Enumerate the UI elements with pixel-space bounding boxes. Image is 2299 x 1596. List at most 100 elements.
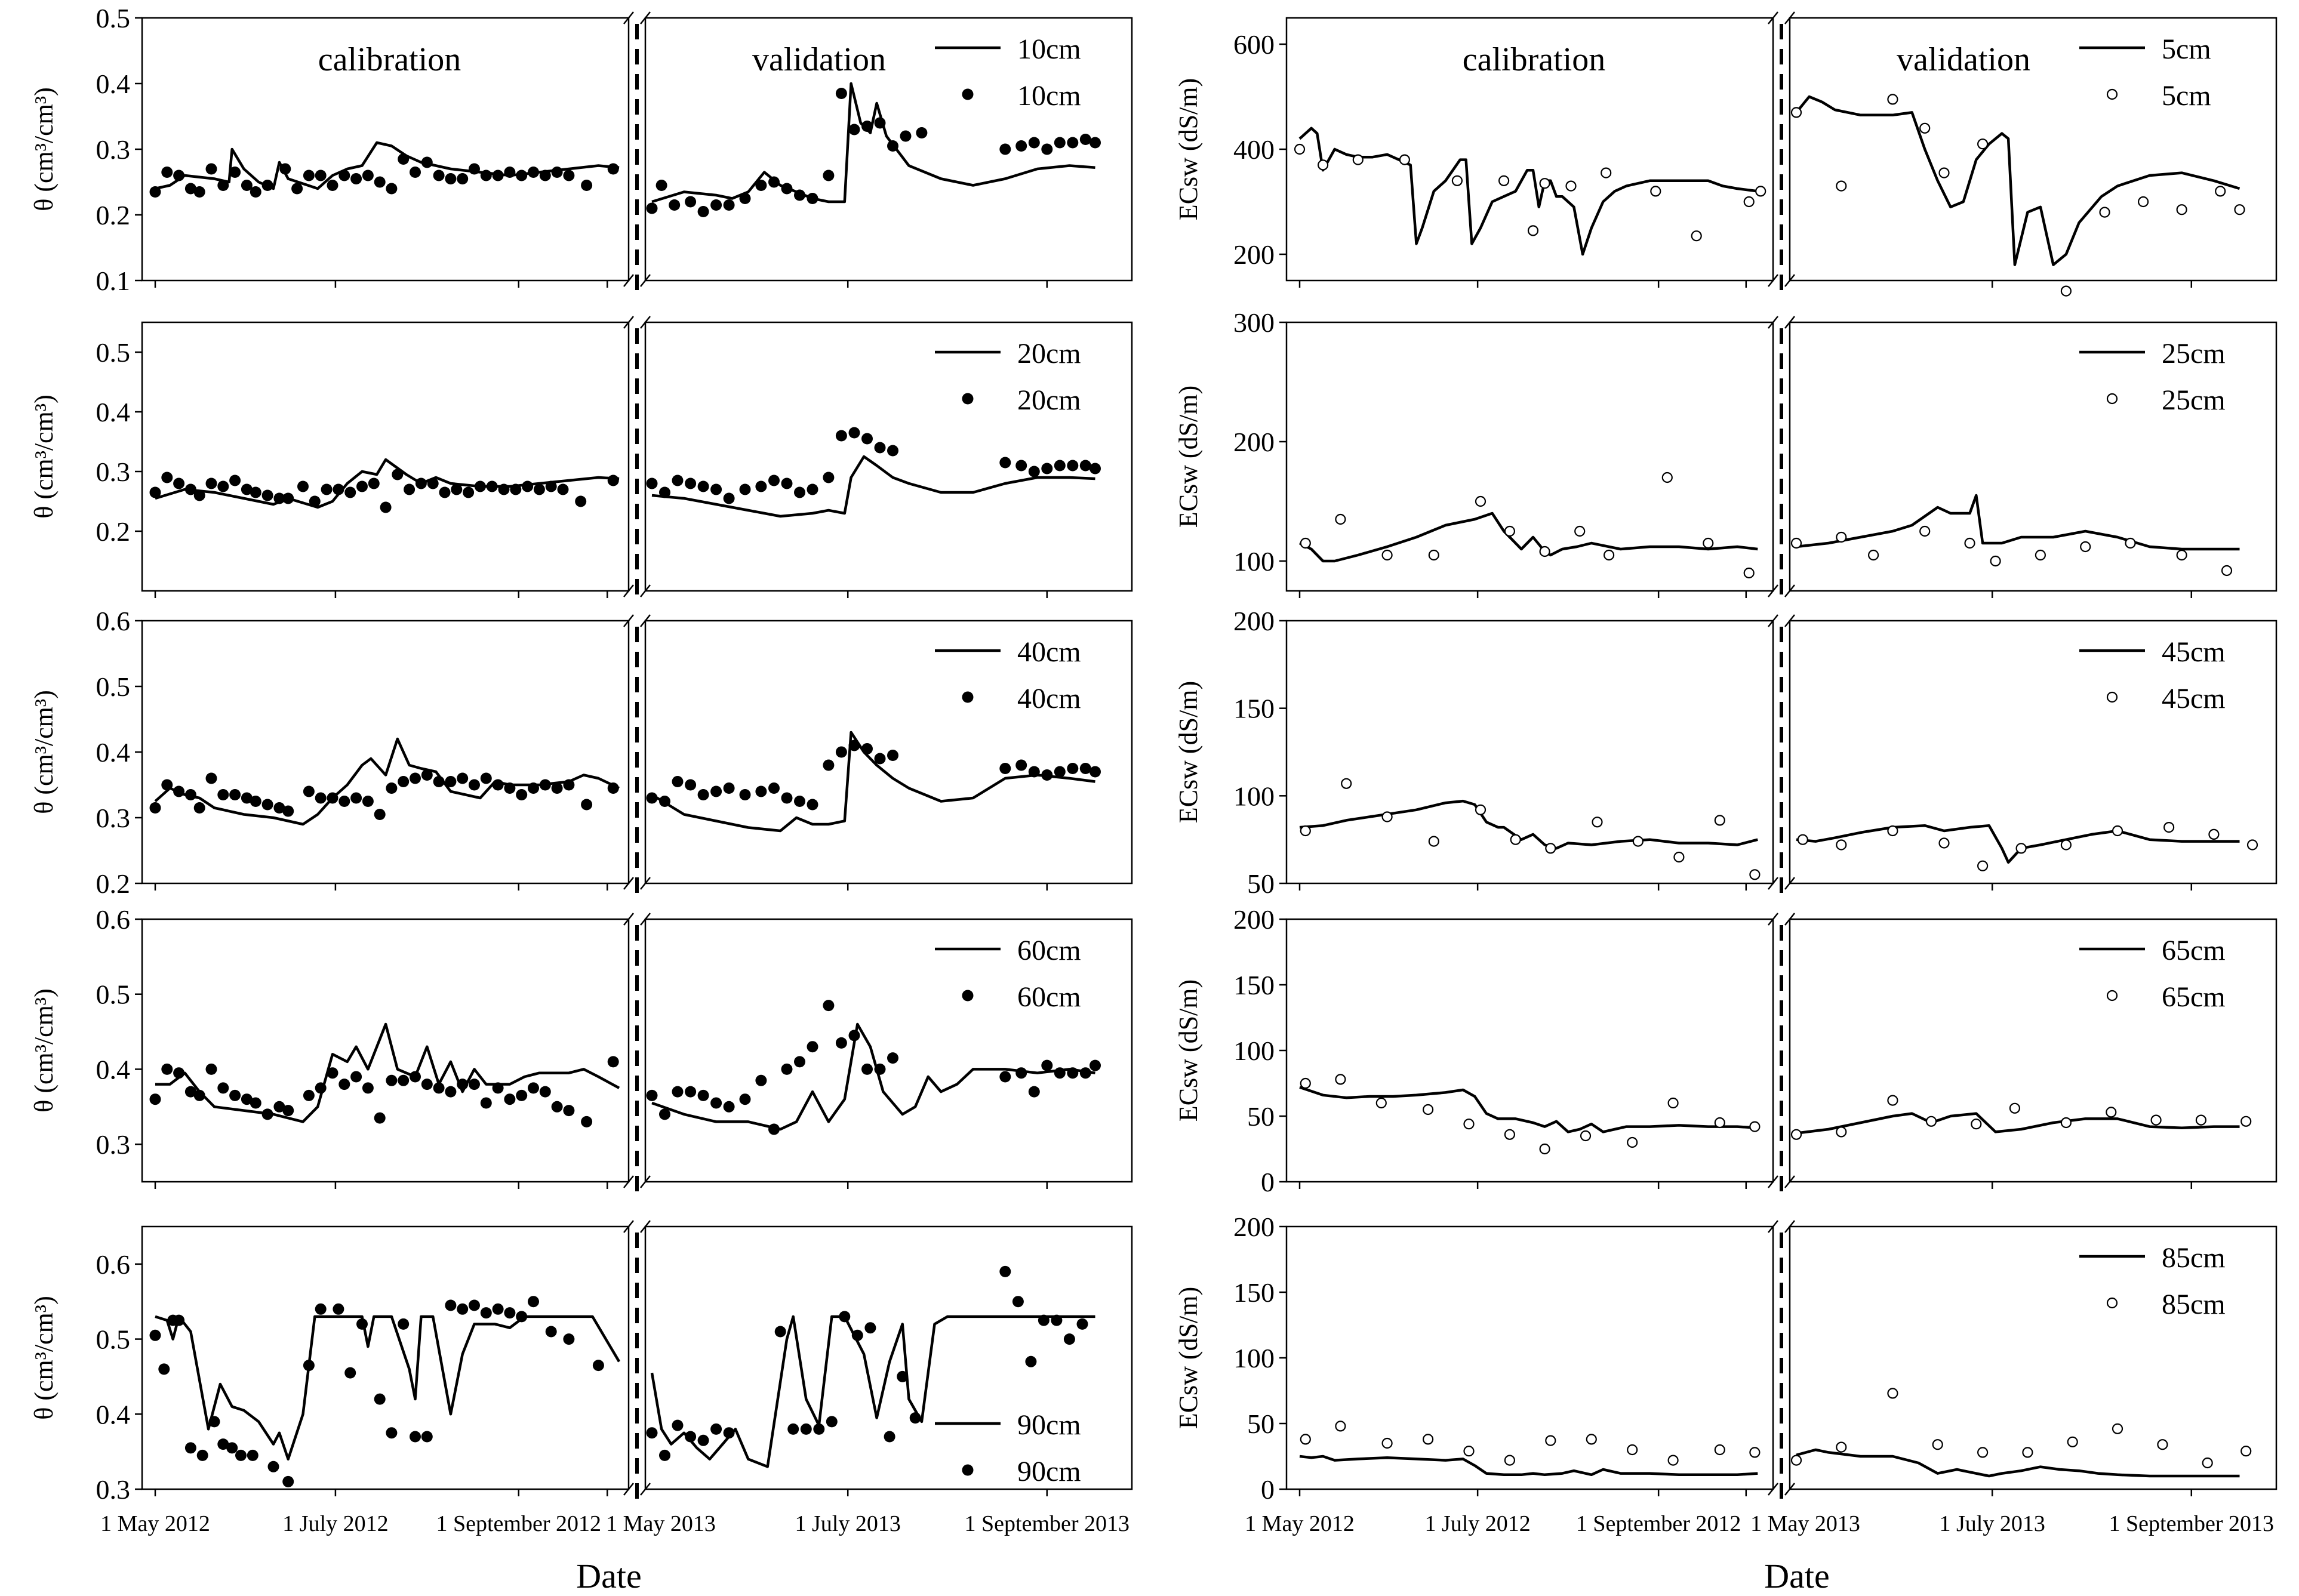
observed-point-validation bbox=[697, 206, 709, 217]
observed-point-validation bbox=[1067, 1067, 1079, 1079]
observed-point-calibration bbox=[229, 1089, 241, 1101]
x-tick-label: 1 May 2013 bbox=[606, 1511, 716, 1536]
observed-point-calibration bbox=[362, 170, 374, 181]
legend-simulated-label: 90cm bbox=[1017, 1409, 1081, 1441]
observed-point-calibration bbox=[498, 483, 510, 495]
x-tick-label: 1 September 2012 bbox=[436, 1511, 602, 1536]
observed-point-calibration bbox=[1565, 180, 1577, 192]
observed-point-validation bbox=[1938, 837, 1950, 849]
observed-point-validation bbox=[813, 1423, 825, 1435]
observed-point-validation bbox=[2112, 1423, 2123, 1434]
plot-frame-validation bbox=[1789, 17, 2278, 282]
observed-point-calibration bbox=[445, 173, 457, 184]
observed-point-calibration bbox=[480, 170, 492, 181]
observed-point-validation bbox=[755, 180, 767, 191]
observed-point-calibration bbox=[205, 1063, 217, 1075]
plot-frame-validation bbox=[644, 321, 1133, 592]
observed-point-calibration bbox=[362, 796, 374, 807]
y-tick-label: 600 bbox=[1233, 29, 1275, 60]
observed-point-calibration bbox=[374, 1393, 386, 1405]
axis-break-mark bbox=[640, 913, 651, 926]
observed-point-validation bbox=[835, 430, 847, 442]
axis-break-mark bbox=[1784, 11, 1795, 24]
observed-point-calibration bbox=[1714, 1444, 1725, 1456]
observed-point-validation bbox=[900, 130, 912, 142]
observed-point-validation bbox=[999, 457, 1011, 469]
observed-point-calibration bbox=[510, 483, 522, 495]
chart-panel-ec-5cm: 200 400 600 ECsw (dS/m) calibration validatio… bbox=[1174, 11, 2278, 297]
observed-point-validation bbox=[826, 1416, 838, 1428]
observed-point-calibration bbox=[149, 186, 161, 198]
observed-point-calibration bbox=[1527, 225, 1539, 236]
observed-point-validation bbox=[1028, 1086, 1040, 1098]
observed-point-validation bbox=[1790, 107, 1802, 118]
simulated-line-validation bbox=[1796, 824, 2240, 864]
axis-break-mark bbox=[623, 877, 634, 890]
observed-point-validation bbox=[874, 1063, 886, 1075]
observed-point-calibration bbox=[1399, 154, 1410, 165]
observed-point-calibration bbox=[250, 796, 261, 807]
observed-point-calibration bbox=[398, 153, 410, 165]
observed-point-calibration bbox=[247, 1449, 258, 1461]
observed-point-calibration bbox=[522, 480, 534, 492]
observed-point-validation bbox=[781, 183, 793, 195]
y-axis-label: θ (cm³/cm³) bbox=[29, 988, 59, 1113]
observed-point-validation bbox=[2202, 1457, 2213, 1469]
observed-point-validation bbox=[897, 1370, 909, 1382]
simulated-line-validation bbox=[651, 82, 1095, 204]
observed-point-calibration bbox=[1539, 178, 1550, 189]
observed-point-calibration bbox=[161, 779, 173, 791]
observed-point-calibration bbox=[282, 1105, 294, 1117]
y-tick-label: 200 bbox=[1233, 606, 1275, 636]
observed-point-validation bbox=[1015, 1067, 1027, 1079]
observed-point-validation bbox=[781, 792, 793, 804]
observed-point-calibration bbox=[563, 1333, 575, 1345]
observed-point-calibration bbox=[607, 782, 619, 794]
legend-point-swatch bbox=[962, 1464, 974, 1476]
observed-point-validation bbox=[1836, 1126, 1847, 1138]
observed-point-calibration bbox=[539, 1086, 551, 1098]
observed-point-calibration bbox=[463, 486, 475, 498]
observed-point-validation bbox=[1938, 167, 1950, 178]
axis-break-mark bbox=[1784, 1483, 1795, 1496]
observed-point-calibration bbox=[279, 163, 291, 175]
observed-point-validation bbox=[685, 1086, 697, 1098]
observed-point-validation bbox=[1090, 463, 1101, 475]
observed-point-calibration bbox=[1601, 167, 1612, 178]
observed-point-calibration bbox=[229, 167, 241, 178]
observed-point-validation bbox=[2060, 1117, 2072, 1129]
observed-point-calibration bbox=[315, 170, 327, 181]
axis-break-mark bbox=[1768, 1175, 1778, 1188]
x-axis-title-left: Date bbox=[576, 1557, 642, 1595]
observed-point-validation bbox=[1836, 180, 1847, 192]
axis-break-mark bbox=[1784, 913, 1795, 926]
observed-point-validation bbox=[646, 1089, 658, 1101]
observed-point-calibration bbox=[297, 480, 309, 492]
observed-point-validation bbox=[2163, 821, 2175, 833]
observed-point-validation bbox=[823, 170, 835, 181]
observed-point-validation bbox=[755, 785, 767, 797]
observed-point-calibration bbox=[1504, 525, 1515, 537]
observed-point-validation bbox=[2125, 537, 2136, 549]
axis-break-mark bbox=[1768, 11, 1778, 24]
observed-point-validation bbox=[835, 88, 847, 99]
observed-point-validation bbox=[1015, 140, 1027, 152]
observed-point-calibration bbox=[193, 186, 205, 198]
observed-point-validation bbox=[835, 746, 847, 758]
y-tick-label: 0.4 bbox=[96, 737, 131, 768]
observed-point-validation bbox=[755, 480, 767, 492]
observed-point-calibration bbox=[149, 802, 161, 814]
observed-point-calibration bbox=[1627, 1136, 1638, 1148]
observed-point-calibration bbox=[184, 183, 196, 195]
chart-panel-theta-40cm: 0.2 0.3 0.4 0.5 0.6 θ (cm³/cm³) 40cm 40cm bbox=[29, 606, 1133, 899]
observed-point-validation bbox=[2060, 839, 2072, 851]
observed-point-validation bbox=[1041, 769, 1053, 781]
observed-point-calibration bbox=[427, 477, 439, 489]
observed-point-calibration bbox=[273, 1101, 285, 1113]
y-tick-label: 0.5 bbox=[96, 1324, 131, 1355]
observed-point-calibration bbox=[398, 1074, 410, 1086]
observed-point-calibration bbox=[1504, 1455, 1515, 1466]
observed-point-validation bbox=[999, 763, 1011, 774]
observed-point-validation bbox=[768, 176, 780, 188]
validation-label: validation bbox=[752, 41, 886, 78]
